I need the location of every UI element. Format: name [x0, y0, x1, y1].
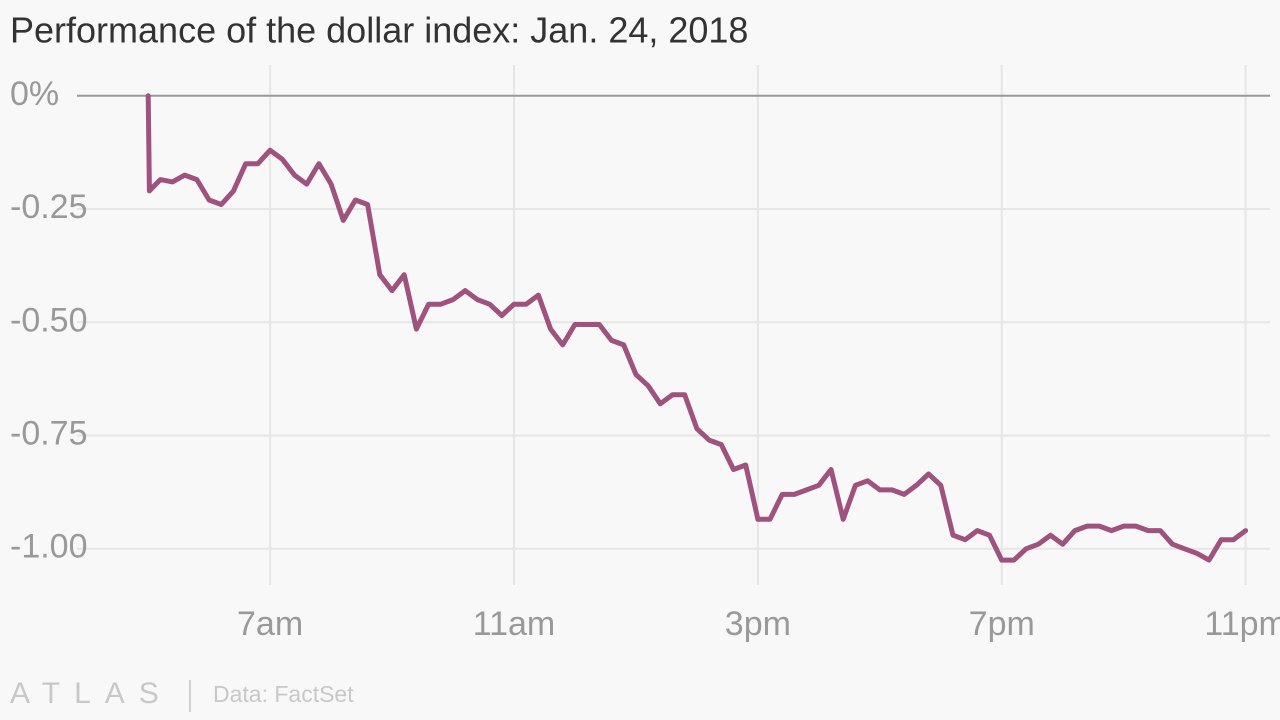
x-tick-label: 11pm	[1204, 605, 1280, 643]
y-tick-label: -0.50	[10, 301, 88, 339]
y-tick-label: -1.00	[10, 528, 88, 566]
data-line	[145, 93, 1249, 563]
y-tick-label: -0.75	[10, 415, 88, 453]
source: Data: FactSet	[213, 681, 354, 707]
x-tick-label: 3pm	[725, 605, 791, 643]
chart-title: Performance of the dollar index: Jan. 24…	[10, 10, 748, 51]
x-tick-label: 7pm	[969, 605, 1035, 643]
x-tick-label: 11am	[473, 605, 556, 643]
brand: ATLAS	[10, 677, 173, 710]
y-tick-label: 0%	[10, 75, 59, 113]
y-tick-label: -0.25	[10, 188, 88, 226]
x-tick-label: 7am	[237, 605, 303, 643]
